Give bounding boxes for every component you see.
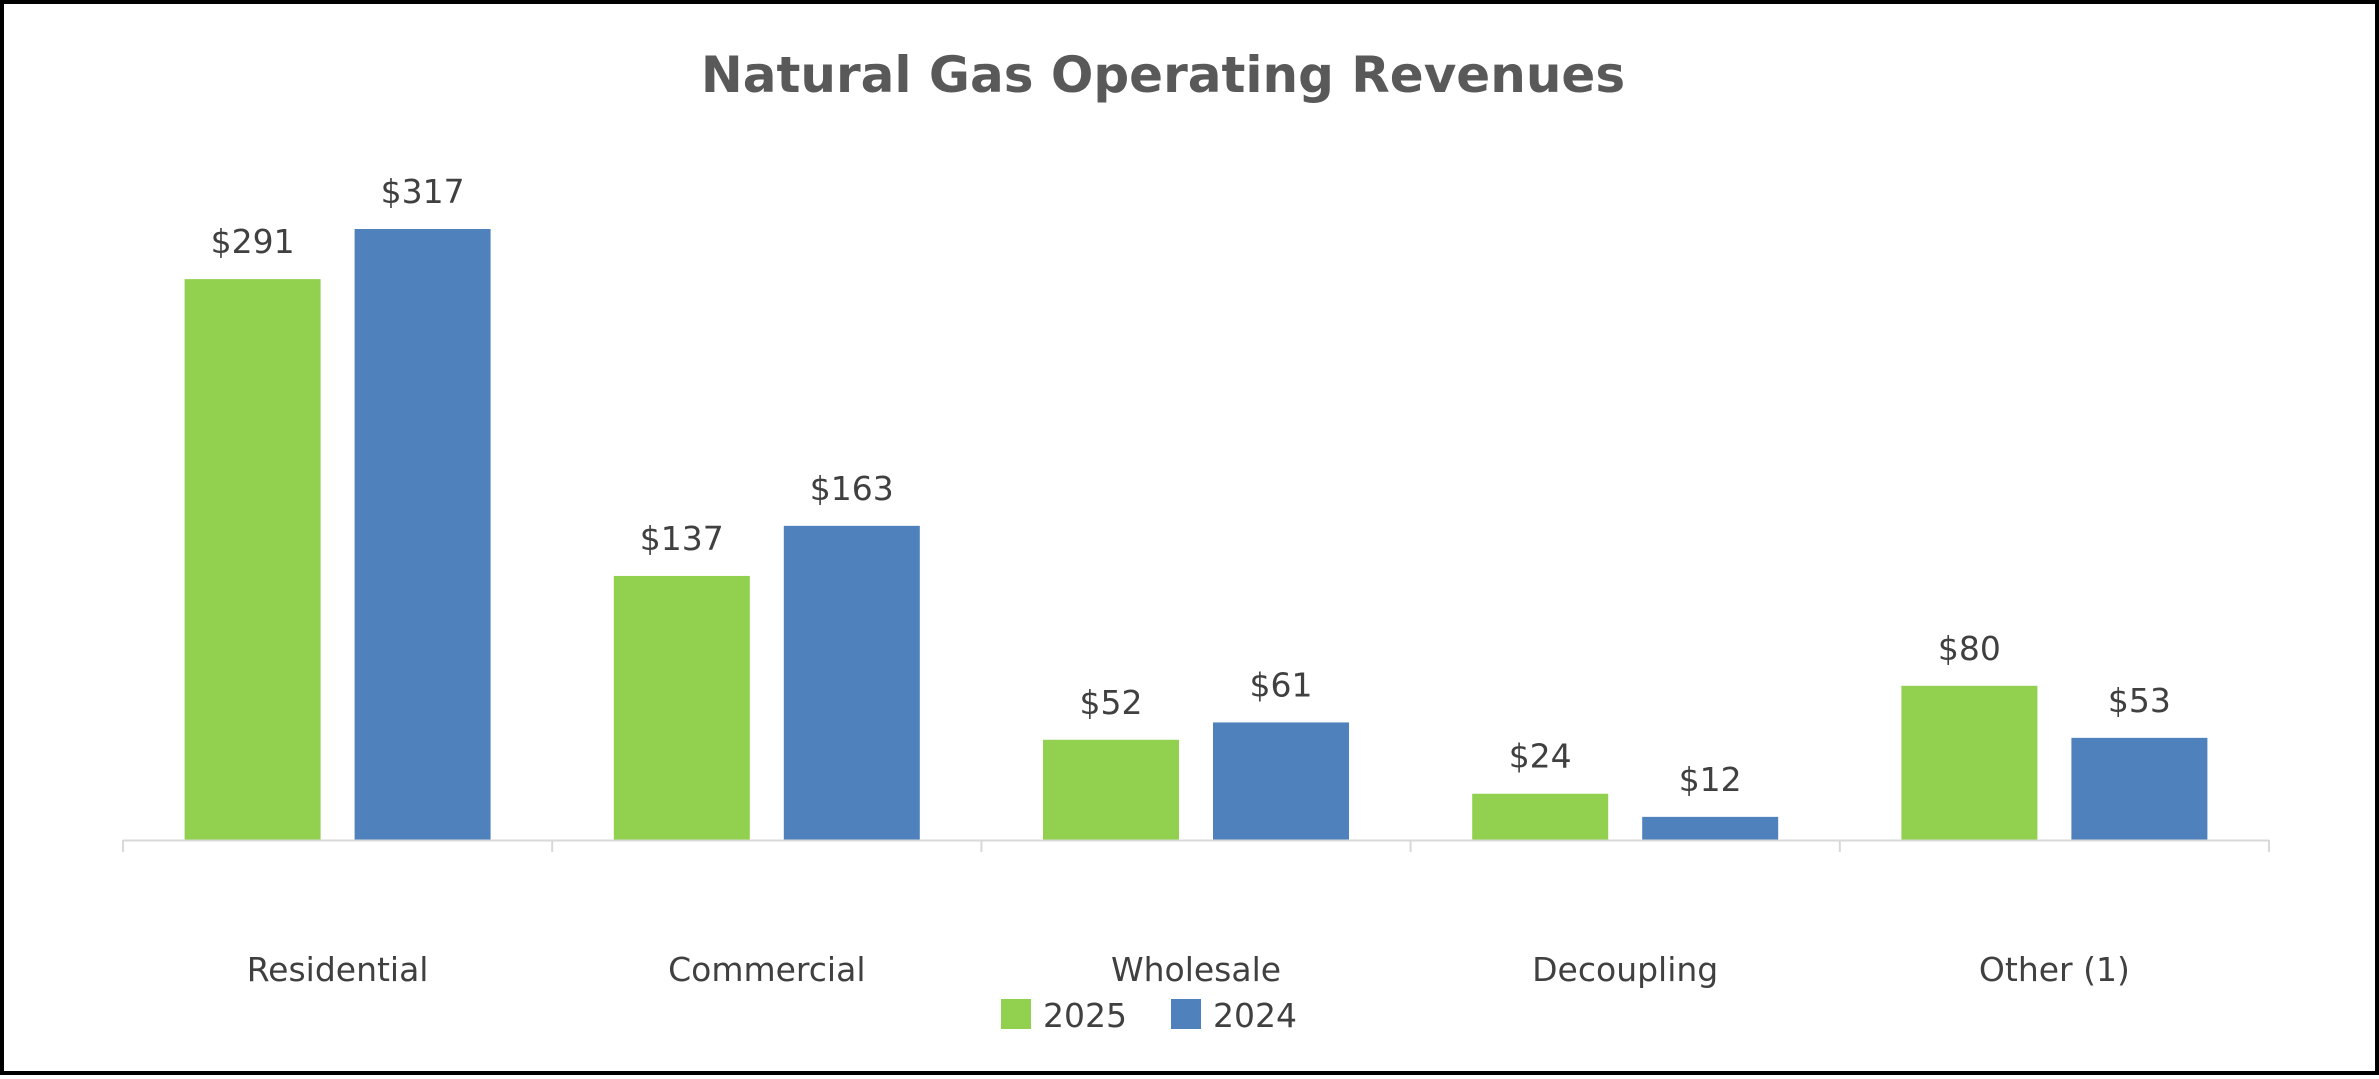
bar-decoupling-2025 [1472,793,1609,840]
data-label-other-1-2025: $80 [1938,629,2001,668]
data-label-residential-2024: $317 [381,172,465,211]
data-label-decoupling-2024: $12 [1679,760,1742,799]
data-label-wholesale-2025: $52 [1080,683,1143,722]
bar-wholesale-2024 [1213,722,1349,840]
legend: 2025 2024 [1001,996,1297,1035]
chart-title: Natural Gas Operating Revenues [701,46,1625,104]
bar-wholesale-2025 [1043,739,1179,840]
bar-chart: Natural Gas Operating Revenues $291$317$… [122,46,2270,1035]
bar-residential-2024 [354,229,491,840]
bars-layer: $291 $317 $137 $163 $52 $61 $24 $12 $80 $53 [184,172,2208,841]
data-label-commercial-2025: $137 [640,519,724,558]
x-axis: Residential Commercial Wholesale Decoupling… [122,839,2270,989]
legend-label-2024: 2024 [1213,996,1297,1035]
category-label-residential: Residential [247,950,429,989]
category-label-decoupling: Decoupling [1532,950,1718,989]
data-label-commercial-2024: $163 [810,469,894,508]
bar-residential-2025 [184,279,321,841]
bar-commercial-2024 [783,525,920,840]
data-label-wholesale-2024: $61 [1250,665,1313,704]
bar-other-1-2024 [2071,737,2208,840]
bar-commercial-2025 [613,575,750,840]
bar-decoupling-2024 [1642,816,1779,840]
data-label-decoupling-2025: $24 [1509,737,1572,776]
legend-swatch-2025 [1001,999,1031,1029]
category-label-wholesale: Wholesale [1111,950,1281,989]
legend-label-2025: 2025 [1043,996,1127,1035]
data-label-other-1-2024: $53 [2108,681,2171,720]
legend-swatch-2024 [1171,999,1201,1029]
bar-other-1-2025 [1901,685,2038,840]
data-label-residential-2025: $291 [211,222,295,261]
category-label-commercial: Commercial [668,950,865,989]
category-label-other-1: Other (1) [1979,950,2130,989]
